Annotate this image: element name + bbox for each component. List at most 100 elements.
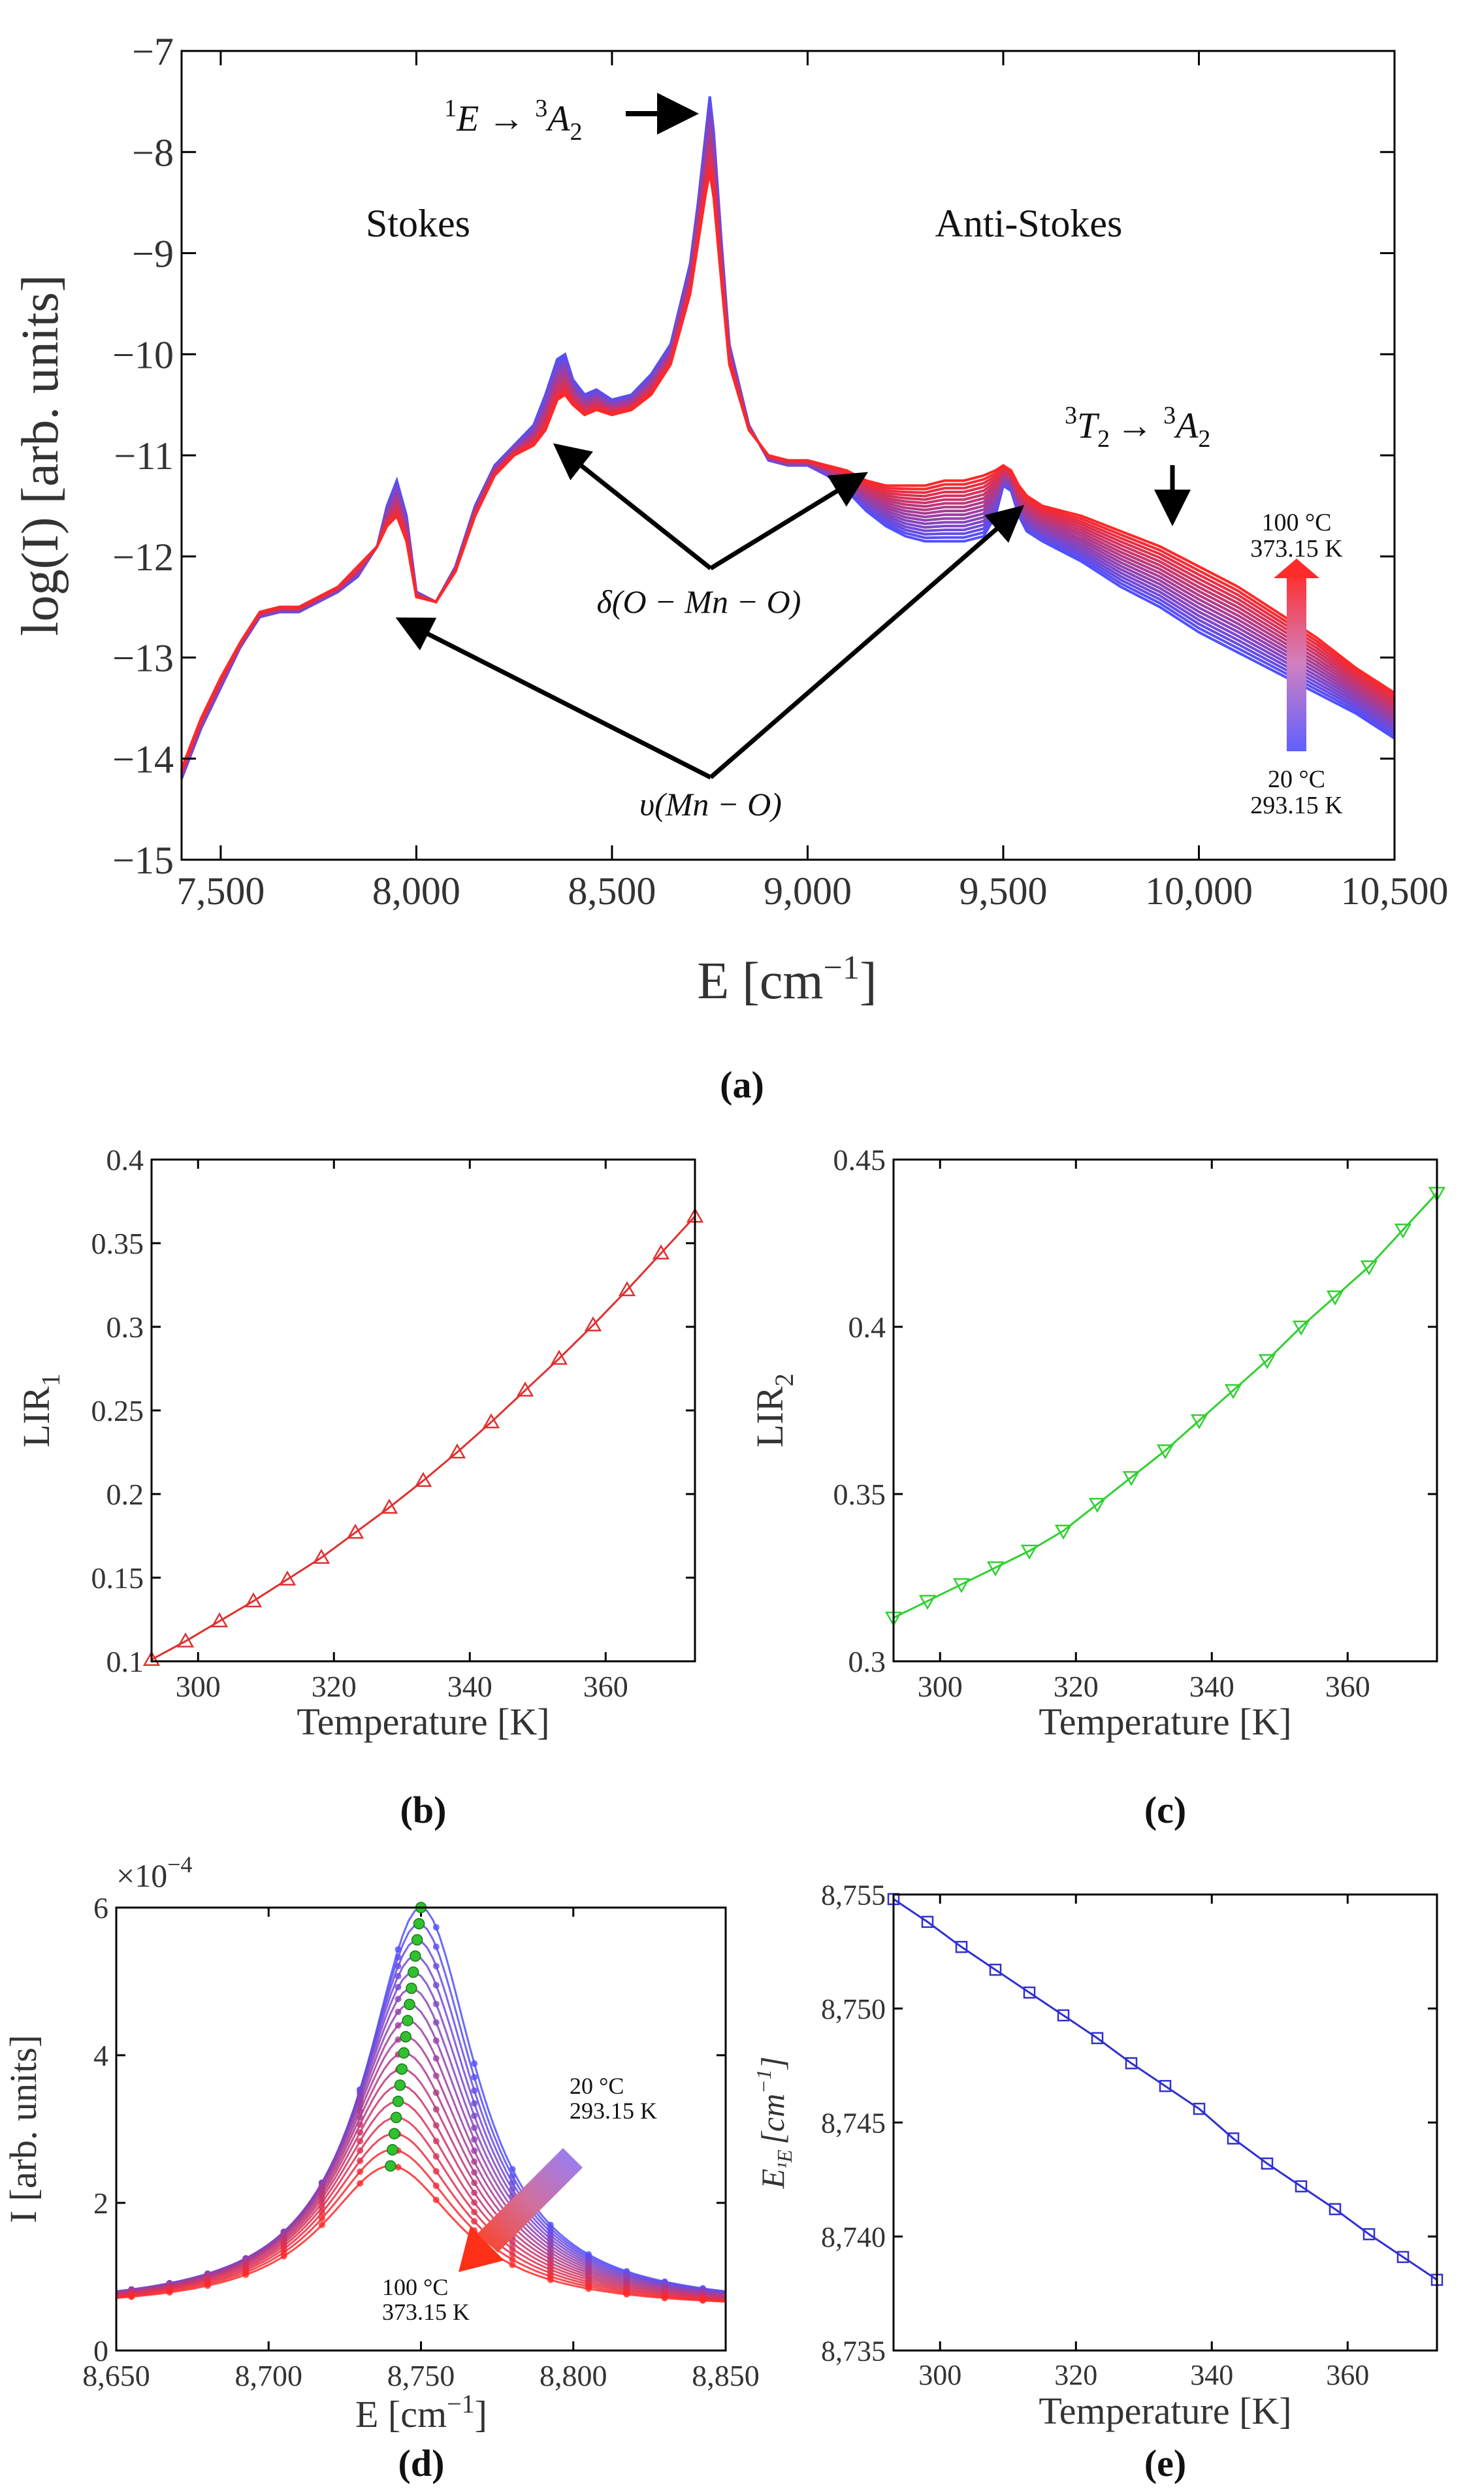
panel-a-spectrum-line xyxy=(180,124,1396,776)
panel-d-temperature-gradient-arrow xyxy=(478,2148,583,2253)
panel-d-data-point xyxy=(661,2294,668,2302)
panel-c-caption: (c) xyxy=(1144,1789,1186,1831)
panel-b-x-tick-label: 320 xyxy=(312,1670,357,1703)
panel-c-data-point xyxy=(1224,1384,1242,1399)
panel-a-y-tick-label: −7 xyxy=(132,30,174,73)
panel-d-data-point xyxy=(395,2008,402,2015)
panel-d-data-point xyxy=(471,2124,478,2132)
panel-d-data-point xyxy=(509,2186,516,2192)
panel-b-y-tick-label: 0.25 xyxy=(91,1394,144,1427)
panel-d-data-point xyxy=(471,2112,478,2119)
panel-d-data-point xyxy=(357,2147,364,2154)
panel-b-fit-line xyxy=(151,1215,696,1661)
panel-d-data-point xyxy=(585,2285,592,2292)
panel-d-x-tick-label: 8,850 xyxy=(692,2359,760,2392)
panel-a-ticks: 7,500 8,000 8,500 9,000 9,500 10,000 10,500 −15… xyxy=(112,30,1448,913)
panel-d-peak-line xyxy=(116,2100,726,2300)
panel-d-data-point xyxy=(471,2209,478,2216)
panel-c-data-point xyxy=(1326,1290,1344,1306)
panel-d-data-point xyxy=(395,1954,402,1960)
panel-a-curves xyxy=(180,96,1396,779)
panel-d-data-point xyxy=(432,1944,440,1950)
panel-b-data-point xyxy=(244,1592,263,1608)
panel-d-data-point xyxy=(166,2289,173,2296)
panel-e-x-tick-label: 340 xyxy=(1190,2359,1233,2391)
panel-b-ticks: 300 320 340 360 0.1 0.15 0.2 0.25 0.3 0.35 0.4 xyxy=(91,1143,695,1703)
panel-e-data-point xyxy=(955,1941,968,1953)
panel-c-plot-frame xyxy=(892,1158,1438,1663)
panel-c-fit-line xyxy=(893,1192,1438,1619)
panel-d-y-tick-label: 6 xyxy=(93,1891,108,1925)
panel-d-peak-line xyxy=(116,1955,726,2294)
panel-a-y-tick-label: −15 xyxy=(112,839,174,882)
panel-e-data-point xyxy=(1125,2057,1138,2070)
panel-d-data-point xyxy=(395,1983,402,1991)
panel-d-peak-maximum-marker xyxy=(398,2047,410,2059)
panel-a-y-tick-label: −8 xyxy=(132,131,174,174)
panel-e-data-point xyxy=(1261,2157,1274,2170)
panel-e-data-point xyxy=(1227,2132,1240,2145)
panel-c-data-point xyxy=(1054,1524,1073,1540)
panel-e-y-tick-label: 8,755 xyxy=(821,1879,886,1911)
panel-e-data-point xyxy=(1091,2032,1104,2045)
panel-d-data-point xyxy=(509,2245,516,2253)
delta-omno-label: δ(O − Mn − O) xyxy=(597,583,801,620)
panel-d-y-tick-label: 4 xyxy=(93,2039,108,2072)
panel-d-plot-frame xyxy=(115,1906,727,2352)
panel-d-data-point xyxy=(509,2256,516,2263)
panel-b-marks xyxy=(142,1207,704,1666)
panel-d-data-point xyxy=(509,2239,516,2247)
panel-b-data-point xyxy=(380,1498,398,1514)
panel-d-data-point xyxy=(395,2036,402,2043)
panel-b-data-point xyxy=(210,1612,229,1628)
panel-d-data-point xyxy=(395,2022,402,2029)
panel-d-data-point xyxy=(318,2204,325,2211)
panel-d-data-point xyxy=(432,2168,440,2175)
panel-d-multiplier: ×10−4 xyxy=(116,1851,193,1894)
panel-d-data-point xyxy=(357,2138,364,2145)
panel-d-y-tick-label: 0 xyxy=(93,2334,108,2367)
panel-a-y-tick-label: −11 xyxy=(114,434,174,478)
panel-c-marks xyxy=(884,1186,1446,1627)
panel-d-peak-line xyxy=(116,2052,726,2298)
panel-d-data-point xyxy=(547,2276,554,2283)
panel-e-x-tick-label: 360 xyxy=(1326,2359,1369,2391)
panel-e-data-point xyxy=(1159,2079,1172,2092)
panel-d-data-point xyxy=(471,2074,478,2081)
panel-a-x-tick-label: 9,000 xyxy=(764,870,852,913)
panel-c-data-point xyxy=(1088,1497,1106,1513)
panel-d-data-point xyxy=(395,1996,402,2002)
panel-d-peak-maximum-marker xyxy=(413,1917,425,1930)
panel-b-data-point xyxy=(584,1316,602,1331)
panel-e-data-point xyxy=(1023,1986,1036,1999)
panel-c-data-point xyxy=(1020,1544,1039,1560)
panel-a-y-tick-label: −14 xyxy=(112,738,174,781)
panel-d-peak-maximum-marker xyxy=(410,1950,421,1962)
panel-e-data-point xyxy=(921,1915,934,1928)
panel-d-x-tick-label: 8,800 xyxy=(540,2359,607,2392)
panel-b-data-point xyxy=(448,1443,466,1459)
panel-d-peak-maximum-marker xyxy=(411,1934,423,1946)
panel-d-data-point xyxy=(357,2157,364,2164)
panel-d-data-point xyxy=(432,2089,440,2096)
panel-d-data-point xyxy=(395,2164,402,2171)
panel-a-spectrum-line xyxy=(180,138,1396,774)
panel-d-temperature-arrowhead xyxy=(459,2226,504,2272)
panel-b-x-tick-label: 360 xyxy=(583,1670,628,1703)
panel-d-peak-maximum-marker xyxy=(392,2095,404,2107)
panel-d-x-tick-label: 8,750 xyxy=(387,2359,455,2392)
panel-d-data-point xyxy=(509,2261,516,2268)
panel-d-peak-maximum-marker xyxy=(387,2144,398,2156)
panel-a-x-tick-label: 10,000 xyxy=(1145,870,1253,913)
panel-c-x-tick-label: 320 xyxy=(1054,1670,1099,1703)
panel-e-data-point xyxy=(989,1963,1002,1976)
panel-d-data-point xyxy=(509,2251,516,2258)
panel-d-data-point xyxy=(471,2147,478,2155)
panel-e-data-point xyxy=(1363,2228,1376,2241)
panel-c-data-point xyxy=(986,1561,1005,1577)
panel-d-y-axis-label: I [arb. units] xyxy=(2,2035,44,2223)
panel-d-cold-celsius: 20 °C xyxy=(570,2073,624,2099)
panel-a-spectrum-line xyxy=(180,134,1396,775)
panel-d-data-point xyxy=(395,1962,402,1970)
panel-c-x-tick-label: 340 xyxy=(1189,1670,1234,1703)
